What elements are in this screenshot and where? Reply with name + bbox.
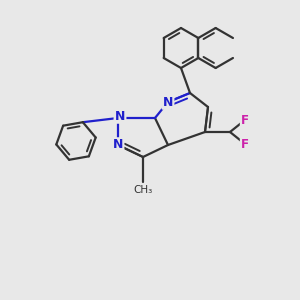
- Text: N: N: [113, 139, 123, 152]
- Text: N: N: [115, 110, 125, 122]
- Text: CH₃: CH₃: [134, 185, 153, 195]
- Text: F: F: [241, 113, 249, 127]
- Text: F: F: [241, 137, 249, 151]
- Text: N: N: [163, 95, 173, 109]
